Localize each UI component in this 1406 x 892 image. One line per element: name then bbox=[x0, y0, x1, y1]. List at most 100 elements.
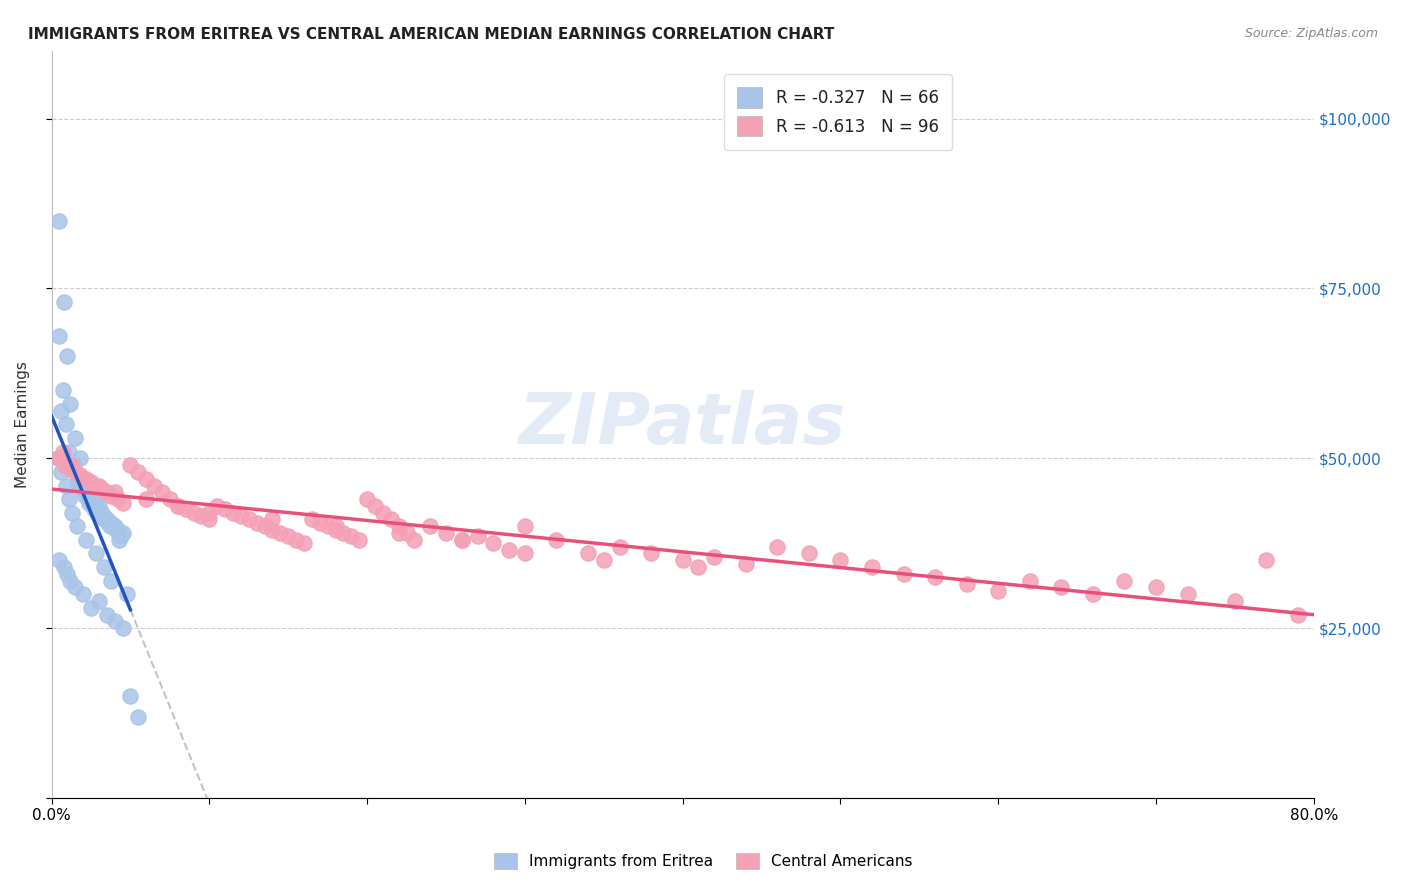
Point bbox=[48, 451, 70, 466]
Point bbox=[380, 512, 402, 526]
Point bbox=[104, 519, 127, 533]
Point bbox=[104, 615, 127, 629]
Point bbox=[86, 506, 108, 520]
Y-axis label: Median Earnings: Median Earnings bbox=[15, 361, 30, 488]
Point bbox=[143, 478, 166, 492]
Point bbox=[59, 397, 82, 411]
Point bbox=[66, 519, 89, 533]
Point bbox=[52, 444, 75, 458]
Point bbox=[229, 509, 252, 524]
Point bbox=[70, 482, 93, 496]
Point bbox=[640, 546, 662, 560]
Point bbox=[72, 472, 94, 486]
Point bbox=[325, 523, 347, 537]
Point bbox=[84, 492, 107, 507]
Point bbox=[159, 492, 181, 507]
Point bbox=[332, 526, 354, 541]
Point bbox=[277, 529, 299, 543]
Point bbox=[100, 516, 122, 530]
Point bbox=[301, 512, 323, 526]
Point bbox=[956, 577, 979, 591]
Point bbox=[93, 512, 115, 526]
Point bbox=[53, 560, 76, 574]
Point bbox=[262, 512, 284, 526]
Point bbox=[63, 465, 86, 479]
Point bbox=[87, 499, 110, 513]
Point bbox=[108, 533, 131, 547]
Point bbox=[183, 506, 205, 520]
Point bbox=[80, 485, 103, 500]
Point bbox=[395, 526, 418, 541]
Text: IMMIGRANTS FROM ERITREA VS CENTRAL AMERICAN MEDIAN EARNINGS CORRELATION CHART: IMMIGRANTS FROM ERITREA VS CENTRAL AMERI… bbox=[28, 27, 835, 42]
Point bbox=[117, 587, 139, 601]
Point bbox=[592, 553, 614, 567]
Point bbox=[72, 472, 94, 486]
Point bbox=[80, 475, 103, 489]
Point bbox=[120, 689, 142, 703]
Point bbox=[63, 581, 86, 595]
Point bbox=[62, 458, 84, 472]
Point bbox=[1114, 574, 1136, 588]
Point bbox=[135, 492, 157, 507]
Point bbox=[60, 461, 83, 475]
Text: Source: ZipAtlas.com: Source: ZipAtlas.com bbox=[1244, 27, 1378, 40]
Point bbox=[546, 533, 568, 547]
Point bbox=[100, 489, 122, 503]
Point bbox=[127, 709, 149, 723]
Point bbox=[830, 553, 852, 567]
Point bbox=[308, 516, 330, 530]
Point bbox=[150, 485, 173, 500]
Point bbox=[127, 465, 149, 479]
Point bbox=[75, 478, 97, 492]
Point bbox=[49, 465, 72, 479]
Point bbox=[94, 512, 117, 526]
Point bbox=[1286, 607, 1309, 622]
Point bbox=[60, 506, 83, 520]
Point bbox=[198, 506, 221, 520]
Point bbox=[316, 519, 339, 533]
Point bbox=[48, 213, 70, 227]
Point bbox=[434, 526, 457, 541]
Point bbox=[703, 549, 725, 564]
Point bbox=[450, 533, 472, 547]
Point bbox=[105, 523, 128, 537]
Point bbox=[269, 526, 291, 541]
Point bbox=[253, 519, 276, 533]
Point bbox=[87, 594, 110, 608]
Point bbox=[96, 607, 118, 622]
Point bbox=[73, 489, 96, 503]
Point bbox=[340, 529, 363, 543]
Point bbox=[190, 509, 212, 524]
Point bbox=[48, 329, 70, 343]
Point bbox=[214, 502, 236, 516]
Point bbox=[72, 587, 94, 601]
Point bbox=[292, 536, 315, 550]
Point bbox=[55, 478, 77, 492]
Point bbox=[87, 478, 110, 492]
Point bbox=[75, 472, 97, 486]
Point bbox=[246, 516, 269, 530]
Point bbox=[56, 350, 79, 364]
Point bbox=[688, 560, 710, 574]
Point bbox=[82, 499, 104, 513]
Point bbox=[104, 485, 127, 500]
Point bbox=[388, 526, 411, 541]
Point bbox=[166, 499, 188, 513]
Point bbox=[80, 600, 103, 615]
Point bbox=[238, 512, 260, 526]
Point bbox=[120, 458, 142, 472]
Point bbox=[55, 417, 77, 432]
Point bbox=[893, 566, 915, 581]
Legend: R = -0.327   N = 66, R = -0.613   N = 96: R = -0.327 N = 66, R = -0.613 N = 96 bbox=[724, 74, 952, 150]
Point bbox=[110, 529, 132, 543]
Point bbox=[166, 499, 188, 513]
Point bbox=[513, 519, 536, 533]
Point bbox=[576, 546, 599, 560]
Point bbox=[325, 519, 347, 533]
Point bbox=[63, 431, 86, 445]
Point bbox=[58, 444, 80, 458]
Point bbox=[84, 546, 107, 560]
Point bbox=[96, 485, 118, 500]
Point bbox=[734, 557, 756, 571]
Point bbox=[450, 533, 472, 547]
